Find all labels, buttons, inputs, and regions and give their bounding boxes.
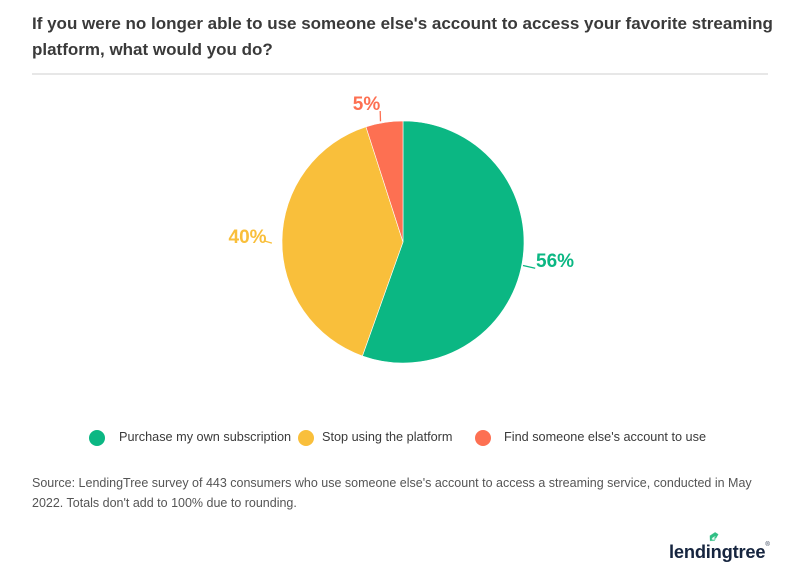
- svg-text:5%: 5%: [353, 94, 381, 115]
- svg-text:56%: 56%: [536, 251, 574, 272]
- svg-text:40%: 40%: [229, 227, 267, 248]
